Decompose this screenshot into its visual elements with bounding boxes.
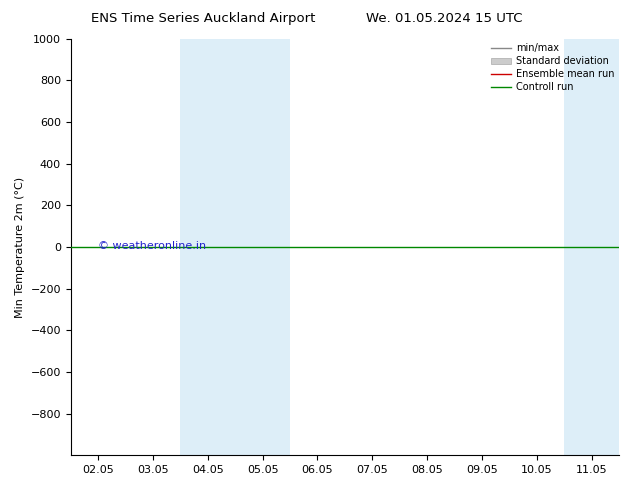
Bar xyxy=(181,39,235,455)
Legend: min/max, Standard deviation, Ensemble mean run, Controll run: min/max, Standard deviation, Ensemble me… xyxy=(491,44,614,92)
Bar xyxy=(235,39,290,455)
Text: ENS Time Series Auckland Airport: ENS Time Series Auckland Airport xyxy=(91,12,315,25)
Y-axis label: Min Temperature 2m (°C): Min Temperature 2m (°C) xyxy=(15,176,25,318)
Bar xyxy=(564,39,619,455)
Text: © weatheronline.in: © weatheronline.in xyxy=(98,241,206,251)
Text: We. 01.05.2024 15 UTC: We. 01.05.2024 15 UTC xyxy=(366,12,522,25)
